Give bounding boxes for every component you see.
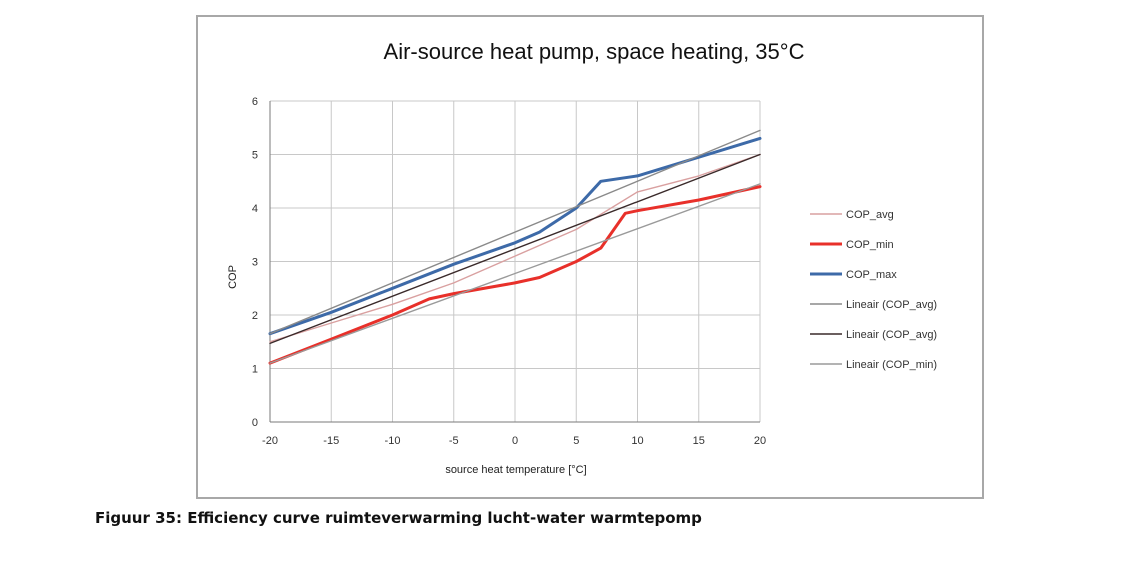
legend-label: Lineair (COP_avg) [846, 329, 937, 341]
x-tick-label: -20 [262, 435, 278, 447]
chart-svg: Air-source heat pump, space heating, 35°… [227, 39, 937, 476]
legend: COP_avg COP_min COP_max Lineair (COP_avg) Li… [810, 209, 937, 371]
y-tick-label: 3 [252, 257, 258, 269]
legend-label: COP_min [846, 239, 894, 251]
legend-entry-0: COP_avg [810, 209, 894, 221]
y-tick-label: 2 [252, 310, 258, 322]
y-axis-label: COP [227, 265, 239, 289]
y-tick-label: 0 [252, 417, 258, 429]
tick-labels: 0 1 2 3 4 5 6 -20 -15 -10 -5 0 5 10 15 20 [252, 96, 766, 447]
x-tick-label: 10 [631, 435, 643, 447]
legend-entry-1: COP_min [810, 239, 894, 251]
x-tick-label: -10 [385, 435, 401, 447]
chart-frame: Air-source heat pump, space heating, 35°… [196, 15, 984, 499]
y-tick-label: 1 [252, 364, 258, 376]
series-line-0 [269, 153, 761, 343]
x-tick-label: 20 [754, 435, 766, 447]
chart-title: Air-source heat pump, space heating, 35°… [384, 39, 805, 64]
axes [269, 101, 760, 423]
legend-label: COP_avg [846, 209, 894, 221]
legend-entry-4: Lineair (COP_avg) [810, 329, 937, 341]
series-line-5 [269, 183, 761, 364]
x-tick-label: 15 [693, 435, 705, 447]
series-line-2 [268, 136, 762, 336]
legend-label: Lineair (COP_min) [846, 359, 937, 371]
series-line-4 [269, 153, 761, 345]
x-tick-label: 5 [573, 435, 579, 447]
legend-entry-2: COP_max [810, 269, 897, 281]
legend-label: Lineair (COP_avg) [846, 299, 937, 311]
x-tick-label: 0 [512, 435, 518, 447]
x-tick-label: -5 [449, 435, 459, 447]
y-tick-label: 5 [252, 150, 258, 162]
x-axis-label: source heat temperature [°C] [445, 464, 586, 476]
y-tick-label: 6 [252, 96, 258, 108]
plot-area [268, 129, 762, 365]
y-tick-label: 4 [252, 203, 258, 215]
legend-label: COP_max [846, 269, 897, 281]
grid-lines [269, 100, 761, 422]
x-tick-label: -15 [323, 435, 339, 447]
legend-entry-5: Lineair (COP_min) [810, 359, 937, 371]
series-line-3 [269, 129, 761, 335]
legend-entry-3: Lineair (COP_avg) [810, 299, 937, 311]
figure-caption: Figuur 35: Efficiency curve ruimteverwar… [95, 509, 702, 527]
series-line-1 [268, 185, 762, 365]
